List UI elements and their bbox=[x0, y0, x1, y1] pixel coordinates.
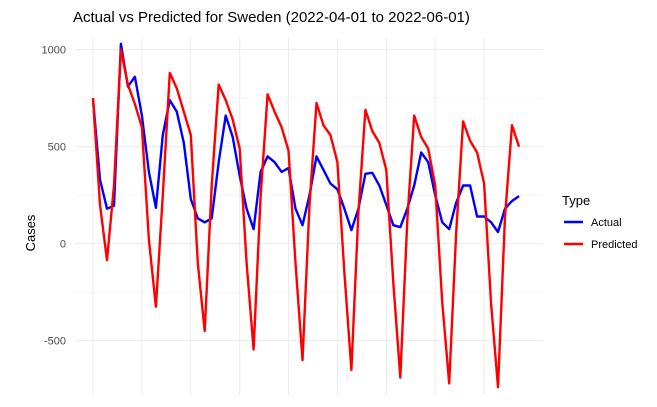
chart-title: Actual vs Predicted for Sweden (2022-04-… bbox=[73, 9, 470, 26]
gridlines bbox=[75, 38, 543, 395]
y-tick-label: 1000 bbox=[42, 45, 66, 57]
series-line-actual bbox=[91, 42, 520, 234]
plot-lines bbox=[91, 42, 521, 389]
series-line-predicted bbox=[91, 48, 521, 389]
legend-label-actual: Actual bbox=[591, 217, 622, 229]
legend: Type Actual Predicted bbox=[562, 193, 637, 251]
y-axis-ticks: -500 0 500 1000 bbox=[42, 45, 66, 348]
y-tick-label: -500 bbox=[44, 336, 66, 348]
y-tick-label: 500 bbox=[48, 142, 66, 154]
y-axis-label: Cases bbox=[23, 214, 38, 251]
y-tick-label: 0 bbox=[60, 239, 66, 251]
legend-title: Type bbox=[562, 193, 590, 208]
legend-label-predicted: Predicted bbox=[591, 239, 637, 251]
